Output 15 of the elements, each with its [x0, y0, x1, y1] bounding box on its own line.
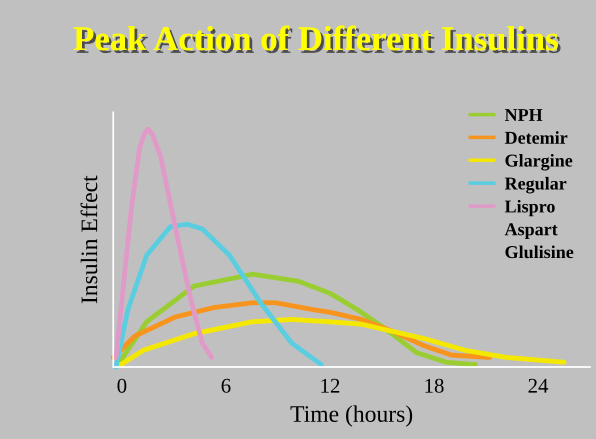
legend-label: Detemir — [504, 131, 568, 144]
legend-label: Lispro — [504, 200, 555, 216]
annotation: Glulisine — [505, 245, 574, 258]
x-tick-label: 18 — [425, 378, 444, 393]
chart-title: Peak Action of Different Insulins — [74, 26, 561, 54]
x-tick-label: 6 — [222, 378, 231, 393]
x-tick-label: 24 — [528, 378, 548, 393]
legend-label: Regular — [504, 176, 566, 194]
y-axis-title: Insulin Effect — [80, 175, 98, 304]
legend-label: Glargine — [505, 154, 572, 170]
annotation: Aspart — [504, 223, 558, 240]
x-axis-title: Time (hours) — [290, 405, 412, 427]
x-tick-label: 0 — [117, 378, 126, 393]
legend-label: NPH — [504, 109, 542, 121]
x-tick-label: 12 — [321, 378, 340, 393]
